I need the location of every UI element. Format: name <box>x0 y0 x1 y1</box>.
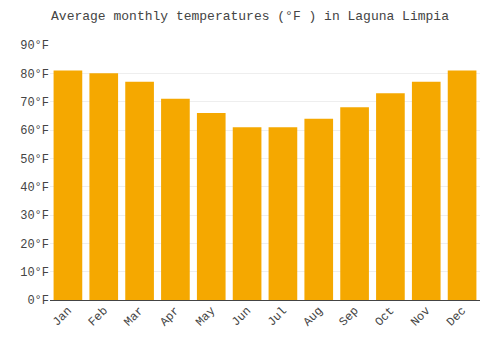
svg-text:Dec: Dec <box>444 304 469 329</box>
svg-text:70°F: 70°F <box>20 96 49 110</box>
svg-text:Jan: Jan <box>50 304 75 329</box>
svg-text:0°F: 0°F <box>27 294 49 308</box>
svg-text:Jun: Jun <box>229 304 254 329</box>
svg-text:50°F: 50°F <box>20 153 49 167</box>
svg-text:Aug: Aug <box>301 304 326 329</box>
svg-text:Nov: Nov <box>408 304 433 329</box>
svg-text:90°F: 90°F <box>20 39 49 53</box>
svg-text:10°F: 10°F <box>20 266 49 280</box>
svg-text:Apr: Apr <box>157 304 182 329</box>
svg-text:80°F: 80°F <box>20 68 49 82</box>
svg-text:Sep: Sep <box>336 304 361 329</box>
svg-text:40°F: 40°F <box>20 181 49 195</box>
svg-text:Feb: Feb <box>86 304 111 329</box>
svg-text:60°F: 60°F <box>20 124 49 138</box>
svg-text:20°F: 20°F <box>20 238 49 252</box>
svg-text:May: May <box>193 304 218 329</box>
svg-text:Jul: Jul <box>265 304 290 329</box>
svg-text:Mar: Mar <box>121 304 146 329</box>
svg-text:Average monthly temperatures (: Average monthly temperatures (°F ) in La… <box>51 9 449 24</box>
svg-text:30°F: 30°F <box>20 209 49 223</box>
svg-text:Oct: Oct <box>372 304 397 329</box>
